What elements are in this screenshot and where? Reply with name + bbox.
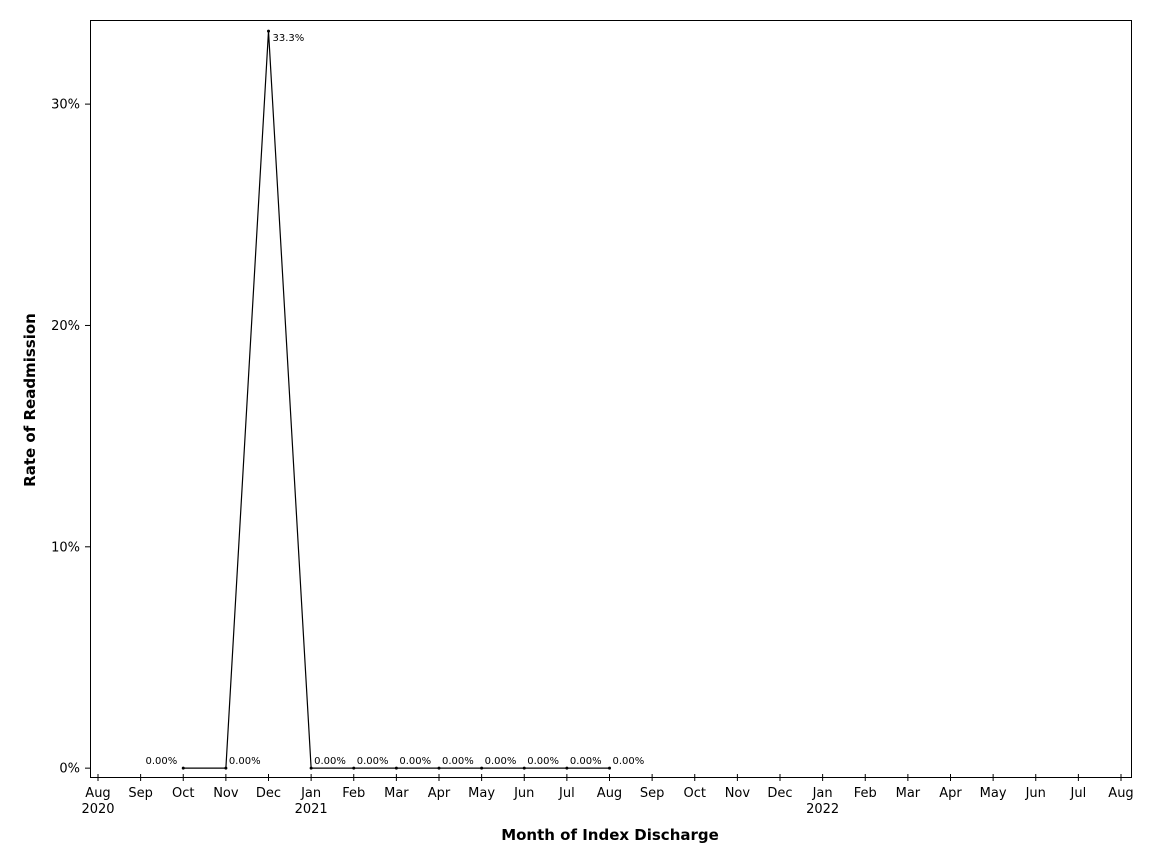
data-label: 33.3% [273, 33, 305, 44]
data-point [224, 766, 228, 770]
data-point [565, 766, 569, 770]
data-point [352, 766, 356, 770]
plot-frame [90, 20, 1132, 778]
series-line [181, 29, 611, 770]
data-point [267, 29, 270, 33]
data-label: 0.00% [357, 756, 389, 767]
x-tick-label: Jun [513, 786, 534, 801]
data-label: 0.00% [229, 756, 261, 767]
x-tick-label: Jan [812, 786, 833, 801]
x-tick-label: May [980, 786, 1007, 801]
x-tick-year-label: 2020 [81, 802, 114, 817]
x-tick-label: Nov [213, 786, 239, 801]
x-tick-label: Oct [684, 786, 706, 801]
data-point [309, 766, 313, 770]
data-point [480, 766, 484, 770]
x-tick-label: Jul [1070, 786, 1087, 801]
y-axis: 0% 10% 20% 30% [51, 98, 90, 777]
data-label: 0.00% [145, 756, 177, 767]
x-tick-label: Aug [85, 786, 110, 801]
x-tick-year-label: 2021 [295, 802, 328, 817]
data-point [181, 766, 185, 770]
x-tick-label: Mar [896, 786, 921, 801]
data-label: 0.00% [442, 756, 474, 767]
x-tick-label: Sep [128, 786, 153, 801]
x-tick-label: Nov [725, 786, 751, 801]
data-labels: 0.00% 0.00% 33.3% 0.00% 0.00% 0.00% 0.00% 0.00%… [145, 33, 644, 767]
x-tick-label: Dec [256, 786, 281, 801]
data-label: 0.00% [613, 756, 645, 767]
x-tick-year-label: 2022 [806, 802, 839, 817]
y-axis-title: Rate of Readmission [21, 313, 39, 487]
x-tick-label: Jun [1025, 786, 1046, 801]
x-tick-label: Feb [854, 786, 877, 801]
x-tick-label: Aug [1108, 786, 1133, 801]
x-tick-label: Apr [939, 786, 962, 801]
y-tick-label: 0% [59, 762, 80, 777]
x-tick-label: Feb [342, 786, 365, 801]
x-tick-label: Dec [767, 786, 792, 801]
data-label: 0.00% [485, 756, 517, 767]
x-tick-label: Aug [597, 786, 622, 801]
x-axis-title: Month of Index Discharge [501, 826, 719, 844]
x-tick-label: Jul [558, 786, 575, 801]
x-tick-label: Jan [300, 786, 321, 801]
data-label: 0.00% [314, 756, 346, 767]
y-tick-label: 20% [51, 319, 80, 334]
y-tick-label: 30% [51, 98, 80, 113]
x-tick-label: Oct [172, 786, 194, 801]
data-point [608, 766, 611, 770]
data-point [437, 766, 441, 770]
data-point [522, 766, 526, 770]
data-label: 0.00% [399, 756, 431, 767]
x-tick-label: May [468, 786, 495, 801]
x-tick-label: Mar [384, 786, 409, 801]
readmission-rate-line [183, 31, 610, 769]
data-label: 0.00% [527, 756, 559, 767]
data-label: 0.00% [570, 756, 602, 767]
y-tick-label: 10% [51, 540, 80, 555]
x-tick-label: Apr [428, 786, 451, 801]
x-tick-label: Sep [640, 786, 665, 801]
data-point [394, 766, 398, 770]
